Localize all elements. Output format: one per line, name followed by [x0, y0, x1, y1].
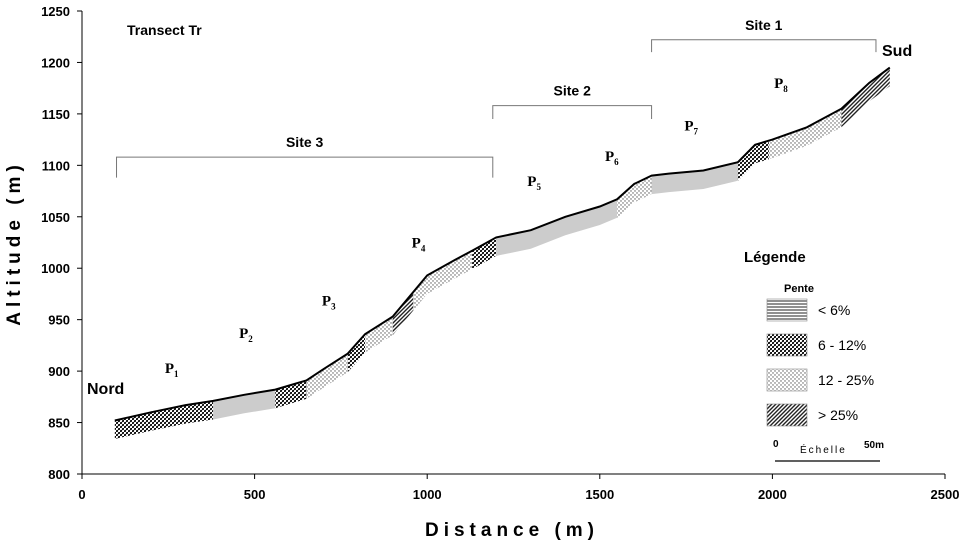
x-tick-label: 500 — [244, 487, 266, 502]
legend-label: 12 - 25% — [818, 372, 874, 388]
site-bracket — [651, 39, 877, 53]
slope-band — [472, 237, 497, 270]
legend: Légende Pente < 6% 6 - 12% 12 - 25% > 25% — [744, 249, 874, 427]
legend-swatch — [766, 368, 808, 392]
y-tick-label: 1250 — [41, 4, 70, 19]
axes: 800 850 900 950 1000 1050 1100 1150 1200 1250 0 50… — [4, 4, 959, 541]
point-label: P2 — [239, 326, 253, 344]
slope-band — [306, 353, 348, 399]
y-tick-label: 1050 — [41, 210, 70, 225]
site-label: Site 2 — [554, 83, 592, 99]
point-label: P4 — [412, 236, 426, 254]
label-north: Nord — [87, 381, 124, 398]
y-tick-label: 1100 — [42, 158, 70, 173]
legend-items: < 6% 6 - 12% 12 - 25% > 25% — [766, 298, 874, 427]
point-label: P8 — [774, 76, 788, 94]
point-label: P1 — [165, 361, 179, 379]
slope-band — [496, 199, 618, 256]
legend-label: > 25% — [818, 407, 858, 423]
y-tick-label: 950 — [48, 313, 70, 328]
legend-swatch — [766, 403, 808, 427]
slope-band — [768, 108, 842, 160]
chart-title: Transect Tr — [127, 22, 202, 38]
legend-title: Légende — [744, 249, 806, 266]
legend-swatch — [766, 298, 808, 322]
x-tick-label: 2500 — [931, 487, 960, 502]
site-label: Site 1 — [745, 17, 783, 33]
slope-band — [617, 175, 652, 218]
legend-label: 6 - 12% — [818, 337, 866, 353]
scale-end: 50m — [864, 440, 884, 451]
x-tick-label: 1500 — [585, 487, 614, 502]
x-tick-label: 1000 — [413, 487, 442, 502]
y-tick-label: 1150 — [42, 107, 70, 122]
legend-label: < 6% — [818, 302, 850, 318]
slope-band — [114, 400, 214, 439]
slope-band — [841, 67, 890, 128]
point-label: P5 — [527, 174, 541, 192]
slope-band — [347, 334, 366, 373]
label-south: Sud — [882, 43, 912, 60]
site-bracket — [116, 156, 494, 178]
y-tick-label: 1000 — [41, 261, 70, 276]
point-label: P3 — [322, 293, 336, 311]
y-tick-label: 850 — [48, 416, 70, 431]
slope-band — [413, 250, 473, 311]
scale-start: 0 — [773, 439, 779, 450]
slope-band — [651, 162, 738, 195]
site-brackets: Site 3 Site 2 Site 1 — [116, 17, 877, 178]
slope-band — [365, 316, 393, 353]
x-tick-label: 2000 — [758, 487, 787, 502]
y-tick-label: 900 — [48, 364, 70, 379]
legend-swatch — [766, 333, 808, 357]
slope-band — [737, 140, 769, 181]
x-axis-title: Distance (m) — [425, 520, 599, 541]
scale-word: Échelle — [800, 443, 847, 456]
y-axis-title: Altitude (m) — [4, 160, 25, 326]
point-labels: P1 P2 P3 P4 P5 P6 P7 P8 — [165, 76, 788, 379]
y-tick-label: 800 — [48, 467, 70, 482]
slope-band — [392, 291, 414, 336]
legend-subtitle: Pente — [784, 283, 814, 295]
profile-line — [114, 66, 891, 422]
site-label: Site 3 — [286, 134, 324, 150]
scale-bar: 0 Échelle 50m — [773, 439, 884, 462]
site-bracket — [492, 105, 653, 120]
point-label: P6 — [605, 149, 619, 167]
x-tick-label: 0 — [78, 487, 85, 502]
point-label: P7 — [684, 118, 698, 136]
slope-band — [213, 389, 276, 420]
y-tick-label: 1200 — [41, 55, 70, 70]
y-ticks: 800 850 900 950 1000 1050 1100 1150 1200 1250 — [41, 4, 82, 482]
slope-bands — [114, 67, 890, 439]
x-ticks: 0 500 1000 1500 2000 2500 — [78, 474, 959, 502]
